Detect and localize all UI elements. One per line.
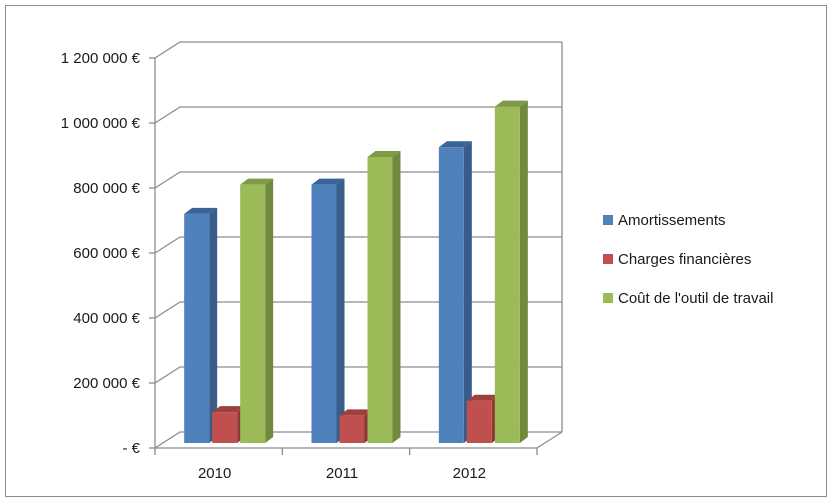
- x-category-label: 2012: [453, 465, 486, 482]
- x-category-label: 2011: [326, 465, 358, 482]
- legend: Amortissements Charges financières Coût de…: [603, 212, 773, 307]
- bar-side: [336, 178, 345, 443]
- bar: [466, 400, 492, 443]
- gridline: [154, 171, 562, 189]
- chart-frame: [5, 5, 827, 497]
- y-tick-label: 600 000 €: [73, 245, 140, 262]
- bars: [184, 100, 528, 443]
- legend-label: Amortissements: [618, 212, 726, 229]
- legend-label: Coût de l'outil de travail: [618, 290, 773, 307]
- gridlines: [154, 41, 562, 449]
- bar: [311, 184, 337, 443]
- gridline: [154, 301, 562, 319]
- gridline: [154, 41, 562, 59]
- gridline: [154, 366, 562, 384]
- floor-edge: [536, 431, 563, 449]
- x-category-label: 2010: [198, 465, 231, 482]
- bar-top: [339, 409, 373, 416]
- gridline: [154, 236, 562, 254]
- bar-side: [209, 207, 218, 443]
- bar: [240, 184, 266, 443]
- labels: - € 200 000 € 400 000 € 600 000 € 800 000 € 1…: [61, 50, 486, 482]
- y-tick-label: 400 000 €: [73, 310, 140, 327]
- bar-side: [392, 151, 401, 443]
- bar: [184, 213, 210, 443]
- bar-top: [494, 100, 528, 107]
- legend-label: Charges financières: [618, 251, 751, 268]
- gridline: [154, 431, 562, 449]
- bar-side: [265, 178, 274, 443]
- bar-top: [438, 141, 472, 148]
- y-tick-label: 800 000 €: [73, 180, 140, 197]
- bar: [494, 106, 520, 443]
- y-tick-label: 1 200 000 €: [61, 50, 141, 67]
- bar: [438, 147, 464, 443]
- bar: [212, 412, 238, 443]
- bar-top: [212, 406, 246, 413]
- bar-top: [367, 151, 401, 157]
- bar: [339, 415, 365, 443]
- gridline: [154, 106, 562, 124]
- legend-swatch: [603, 254, 613, 264]
- bar-top: [311, 178, 345, 185]
- y-tick-label: - €: [122, 440, 140, 457]
- bar-top: [184, 207, 218, 214]
- bar-side: [519, 100, 528, 443]
- legend-swatch: [603, 293, 613, 303]
- bar: [367, 157, 393, 443]
- legend-swatch: [603, 215, 613, 225]
- y-tick-label: 1 000 000 €: [61, 115, 141, 132]
- bar-top: [240, 178, 274, 185]
- bar-top: [466, 394, 500, 401]
- y-tick-label: 200 000 €: [73, 375, 140, 392]
- bar-side: [463, 141, 472, 443]
- axes: [149, 42, 563, 455]
